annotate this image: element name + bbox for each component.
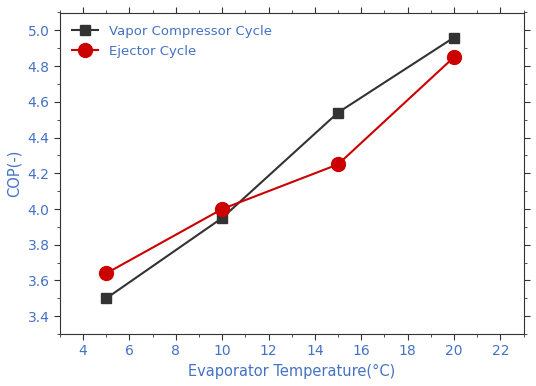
Y-axis label: COP(-): COP(-) [7,150,22,197]
Vapor Compressor Cycle [219,216,225,220]
Vapor Compressor Cycle [335,110,341,115]
Ejector Cycle [451,55,457,59]
Line: Vapor Compressor Cycle: Vapor Compressor Cycle [101,33,459,303]
X-axis label: Evaporator Temperature(°C): Evaporator Temperature(°C) [188,364,396,379]
Vapor Compressor Cycle [103,296,109,301]
Ejector Cycle [219,207,225,211]
Ejector Cycle [335,162,341,167]
Vapor Compressor Cycle [451,35,457,40]
Legend: Vapor Compressor Cycle, Ejector Cycle: Vapor Compressor Cycle, Ejector Cycle [66,19,277,63]
Line: Ejector Cycle: Ejector Cycle [99,50,461,280]
Ejector Cycle [103,271,109,276]
